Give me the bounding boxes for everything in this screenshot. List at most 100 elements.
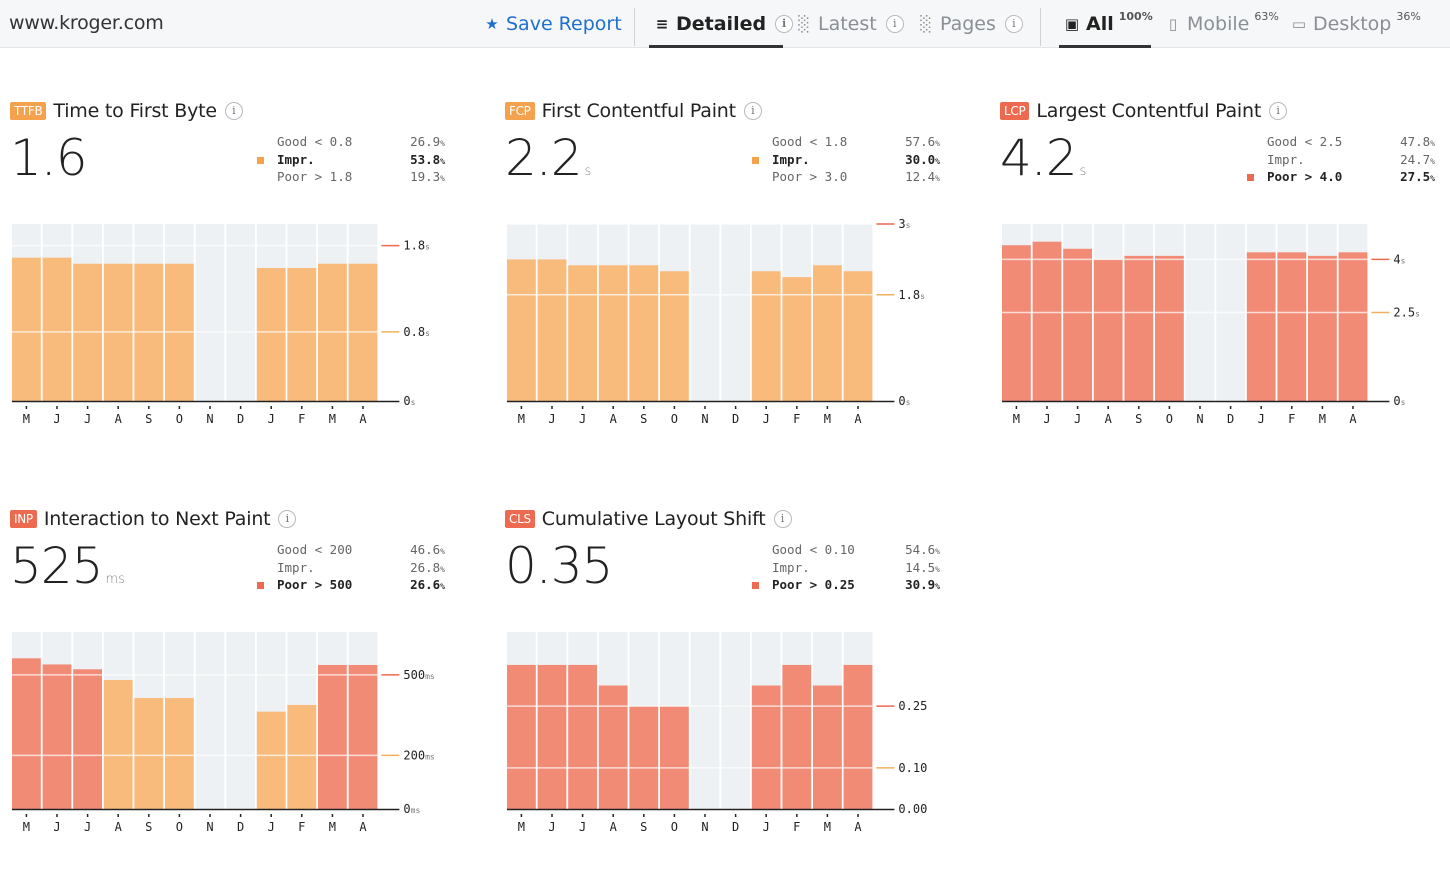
info-icon[interactable]: i — [775, 15, 794, 33]
chart-bar[interactable] — [1002, 245, 1031, 401]
metric-badge: TTFB — [10, 102, 47, 120]
tick-label: 0.25 — [898, 699, 927, 713]
chart-bar[interactable] — [1032, 241, 1062, 401]
month-label: J — [579, 412, 586, 424]
distribution-pct: 19.3% — [410, 169, 445, 184]
month-label: N — [701, 820, 708, 832]
save-report-button[interactable]: ★ Save Report — [483, 0, 621, 48]
chart-bar[interactable] — [598, 265, 628, 401]
device-all[interactable]: ▣ All 100% — [1064, 9, 1153, 36]
metric-name: Time to First Byte — [53, 100, 217, 122]
chart-bar[interactable] — [1063, 248, 1092, 401]
metric-panel-inp: INP Interaction to Next Paint i 525 ms Go… — [10, 507, 460, 847]
chart-bar[interactable] — [42, 664, 72, 809]
chart-bar[interactable] — [629, 265, 659, 401]
tick-label: 200ms — [403, 748, 435, 762]
month-label: M — [824, 412, 831, 424]
panel-title: INP Interaction to Next Paint i — [10, 507, 297, 531]
chart-bar[interactable] — [1155, 255, 1184, 401]
chart-bar[interactable] — [507, 259, 536, 401]
info-icon[interactable]: i — [1004, 15, 1023, 33]
info-icon[interactable]: i — [743, 102, 762, 120]
metric-name: Cumulative Layout Shift — [541, 508, 766, 530]
tab-detailed[interactable]: ≡ Detailed i — [653, 0, 794, 48]
distribution-label: Impr. — [772, 559, 810, 575]
chart-bar[interactable] — [568, 265, 597, 401]
chart-bar[interactable] — [1093, 259, 1123, 401]
chart-bar[interactable] — [813, 685, 842, 809]
chart-bar[interactable] — [537, 259, 567, 401]
tab-pages[interactable]: ░ Pages i — [917, 0, 1023, 48]
distribution-list: Good < 1.8 57.6% Impr. 30.0% Poor > 3.0 … — [750, 133, 940, 186]
chart-bar[interactable] — [134, 697, 164, 809]
chart-bar[interactable] — [1338, 252, 1368, 401]
chart-column-bg — [226, 632, 255, 809]
chart-bar[interactable] — [103, 680, 133, 809]
chart-bar[interactable] — [318, 664, 347, 809]
chart-bar[interactable] — [12, 257, 41, 401]
chart-bar[interactable] — [660, 271, 689, 401]
chart-bar[interactable] — [1124, 255, 1154, 401]
chart-bar[interactable] — [751, 685, 781, 809]
chart-bar[interactable] — [507, 664, 536, 809]
device-mobile[interactable]: ▯ Mobile 63% — [1164, 0, 1279, 48]
chart-bar[interactable] — [537, 664, 567, 809]
tab-latest[interactable]: ░ Latest i — [795, 0, 904, 48]
info-icon[interactable]: i — [224, 102, 243, 120]
month-label: M — [1319, 412, 1326, 424]
chart-bar[interactable] — [782, 664, 812, 809]
chart-bar[interactable] — [256, 268, 286, 401]
distribution-label: Impr. — [277, 151, 315, 167]
month-label: A — [854, 412, 862, 424]
info-icon[interactable]: i — [773, 510, 792, 528]
chart-bar[interactable] — [287, 704, 317, 809]
month-label: M — [23, 412, 30, 424]
chart-bar[interactable] — [660, 706, 689, 809]
distribution-label: Impr. — [772, 151, 810, 167]
chart-bar[interactable] — [348, 664, 378, 809]
month-label: J — [1074, 412, 1081, 424]
chart-bar[interactable] — [813, 265, 842, 401]
chart-bar[interactable] — [42, 257, 72, 401]
chart-bar[interactable] — [568, 664, 597, 809]
chart-bar[interactable] — [256, 711, 286, 809]
chart-bar[interactable] — [751, 271, 781, 401]
active-tab-underline — [649, 45, 783, 48]
info-icon[interactable]: i — [278, 510, 297, 528]
metric-value: 4.2 s — [1000, 129, 1087, 187]
distribution-row: Good < 0.8 26.9% — [255, 133, 445, 151]
chart-bar[interactable] — [1246, 252, 1276, 401]
distribution-label: Poor > 4.0 — [1267, 169, 1343, 184]
tick-label: 0s — [1393, 394, 1405, 408]
chart-bar[interactable] — [12, 658, 41, 809]
distribution-row: Good < 200 46.6% — [255, 541, 445, 559]
chart-bar[interactable] — [598, 685, 628, 809]
chart-bar[interactable] — [782, 277, 812, 401]
chart-bar[interactable] — [629, 706, 659, 809]
chart-bar[interactable] — [843, 664, 873, 809]
month-label: J — [763, 820, 770, 832]
metric-unit: s — [1079, 164, 1087, 179]
month-label: F — [298, 412, 305, 424]
tick-label: 0.10 — [898, 761, 927, 775]
info-icon[interactable]: i — [885, 15, 904, 33]
month-label: O — [176, 412, 183, 424]
chart-bar[interactable] — [287, 268, 317, 401]
tick-label: 0s — [898, 394, 910, 408]
metric-value: 525 ms — [10, 537, 125, 595]
month-label: J — [84, 820, 91, 832]
top-bar: www.kroger.com ★ Save Report ≡ Detailed … — [0, 0, 1450, 48]
tick-label: 4s — [1393, 252, 1405, 266]
chart-bar[interactable] — [843, 271, 873, 401]
chart-bar[interactable] — [73, 669, 102, 809]
chart-bar[interactable] — [1277, 252, 1307, 401]
metric-badge: INP — [10, 510, 37, 528]
distribution-label: Poor > 0.25 — [772, 577, 855, 592]
tick-label: 0.00 — [898, 802, 927, 816]
chart-bar[interactable] — [1308, 255, 1337, 401]
month-label: J — [1258, 412, 1265, 424]
info-icon[interactable]: i — [1269, 102, 1288, 120]
device-desktop[interactable]: ▭ Desktop 36% — [1291, 9, 1421, 36]
month-label: D — [732, 412, 739, 424]
chart-bar[interactable] — [165, 697, 194, 809]
